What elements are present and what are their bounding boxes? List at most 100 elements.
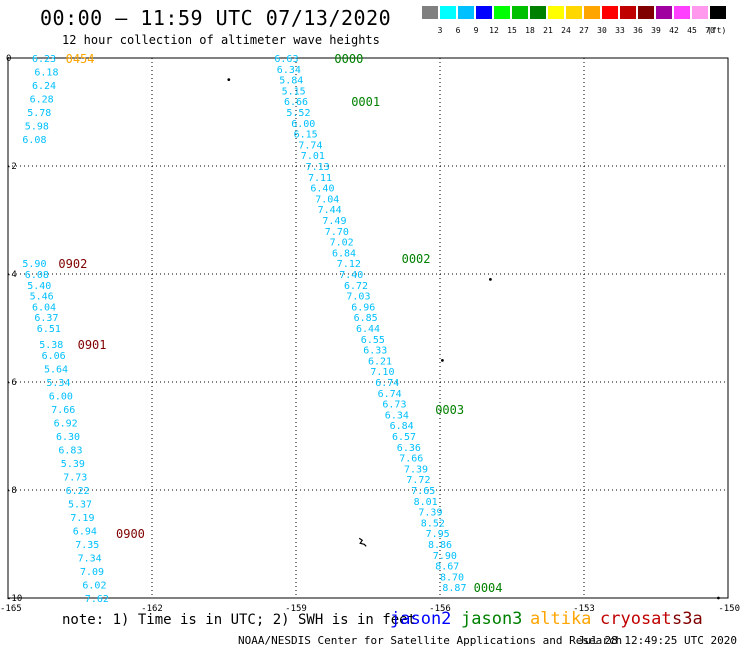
y-tick-label: -6 (6, 378, 17, 388)
swh-value-label: 5.52 (286, 108, 310, 119)
swh-value-label: 6.22 (66, 486, 90, 497)
legend-swatch (548, 6, 564, 19)
satellite-label-altika: altika (530, 609, 592, 629)
swh-value-label: 6.34 (277, 65, 301, 76)
swh-value-label: 6.08 (25, 270, 49, 281)
legend-tick-label: 33 (615, 26, 625, 35)
legend-swatch (584, 6, 600, 19)
swh-value-label: 7.95 (426, 529, 450, 540)
swh-value-label: 6.63 (274, 54, 298, 65)
legend-swatch (674, 6, 690, 19)
swh-value-label: 5.90 (22, 259, 46, 270)
swh-value-label: 7.13 (306, 162, 330, 173)
island-marker (358, 537, 367, 547)
x-tick-label: -150 (718, 604, 740, 614)
swh-value-label: 7.04 (315, 194, 339, 205)
swh-value-label: 5.40 (27, 281, 51, 292)
legend-swatch (494, 6, 510, 19)
swh-value-label: 6.55 (361, 335, 385, 346)
island-marker (489, 278, 492, 281)
island-marker (717, 596, 720, 600)
time-label: 0901 (78, 338, 107, 352)
swh-value-label: 5.37 (68, 500, 92, 511)
page-subtitle: 12 hour collection of altimeter wave hei… (62, 33, 380, 47)
swh-value-label: 6.02 (82, 581, 106, 592)
swh-value-label: 6.33 (363, 346, 387, 357)
time-label: 0004 (474, 581, 503, 595)
time-label: 0003 (435, 403, 464, 417)
y-tick-label: 0 (6, 54, 11, 64)
swh-value-label: 7.01 (301, 151, 325, 162)
swh-value-label: 6.96 (351, 302, 375, 313)
swh-value-label: 7.66 (51, 405, 75, 416)
swh-value-label: 5.39 (61, 459, 85, 470)
swh-value-label: 6.73 (382, 400, 406, 411)
swh-value-label: 6.00 (49, 392, 73, 403)
swh-value-label: 6.36 (397, 443, 421, 454)
swh-value-label: 6.85 (354, 313, 378, 324)
legend-swatch (620, 6, 636, 19)
swh-value-label: 7.74 (298, 140, 322, 151)
legend-tick-label: 6 (455, 26, 461, 35)
swh-value-label: 6.84 (332, 248, 356, 259)
legend-swatch (638, 6, 654, 19)
legend-tick-label: 30 (597, 26, 607, 35)
legend-tick-label: 42 (669, 26, 679, 35)
swh-value-label: 6.44 (356, 324, 380, 335)
swh-value-label: 7.19 (70, 513, 94, 524)
footer-timestamp: Jul 28 12:49:25 UTC 2020 (578, 634, 737, 647)
x-tick-label: -165 (0, 604, 22, 614)
swh-value-label: 5.15 (282, 86, 306, 97)
swh-value-label: 6.83 (58, 446, 82, 457)
swh-value-label: 6.23 (32, 54, 56, 65)
x-tick-label: -156 (429, 604, 451, 614)
legend-swatch (656, 6, 672, 19)
swh-value-label: 7.02 (330, 238, 354, 249)
swh-value-label: 7.62 (85, 594, 109, 605)
swh-value-label: 6.51 (37, 324, 61, 335)
swh-value-label: 6.28 (30, 95, 54, 106)
legend-tick-label: 21 (543, 26, 553, 35)
y-tick-label: -10 (6, 594, 22, 604)
swh-value-label: 5.98 (25, 122, 49, 133)
swh-value-label: 7.39 (418, 508, 442, 519)
footer-credit: NOAA/NESDIS Center for Satellite Applica… (238, 634, 623, 647)
swh-value-label: 6.84 (390, 421, 414, 432)
swh-value-label: 7.70 (325, 227, 349, 238)
swh-value-label: 7.40 (339, 270, 363, 281)
swh-value-label: 8.70 (440, 572, 464, 583)
swh-value-label: 5.78 (27, 108, 51, 119)
swh-value-label: 7.34 (78, 554, 102, 565)
swh-value-label: 7.11 (308, 173, 332, 184)
legend-swatch (458, 6, 474, 19)
footer-note: note: 1) Time is in UTC; 2) SWH is in fe… (62, 612, 417, 628)
legend-tick-label: 18 (525, 26, 535, 35)
legend-tick-label: 24 (561, 26, 571, 35)
legend-tick-label: 36 (633, 26, 643, 35)
legend-tick-label: 39 (651, 26, 661, 35)
swh-value-label: 6.74 (378, 389, 402, 400)
swh-value-label: 8.67 (435, 562, 459, 573)
swh-value-label: 5.34 (46, 378, 70, 389)
swh-value-label: 6.37 (34, 313, 58, 324)
x-tick-label: -153 (573, 604, 595, 614)
swh-value-label: 6.04 (32, 302, 56, 313)
swh-value-label: 7.49 (322, 216, 346, 227)
swh-value-label: 8.86 (428, 540, 452, 551)
swh-value-label: 7.09 (80, 567, 104, 578)
swh-value-label: 6.15 (294, 130, 318, 141)
swh-value-label: 7.73 (63, 473, 87, 484)
swh-value-label: 6.34 (385, 410, 409, 421)
swh-value-label: 7.65 (411, 486, 435, 497)
swh-value-label: 7.66 (399, 454, 423, 465)
swh-value-label: 7.35 (75, 540, 99, 551)
page-title: 00:00 – 11:59 UTC 07/13/2020 (40, 6, 392, 30)
swh-value-label: 6.30 (56, 432, 80, 443)
time-label: 0902 (58, 257, 87, 271)
time-label: 0001 (351, 95, 380, 109)
legend-swatch (440, 6, 456, 19)
satellite-label-cryosat: cryosat (600, 609, 672, 629)
swh-value-label: 7.72 (406, 475, 430, 486)
